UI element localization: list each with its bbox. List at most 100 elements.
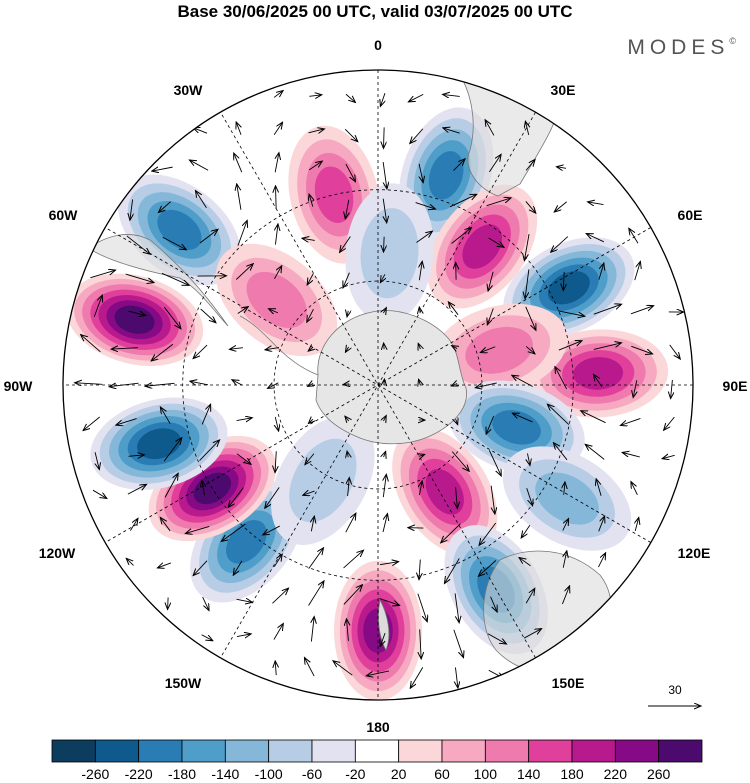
colorbar-swatch bbox=[528, 739, 573, 763]
wind-vector bbox=[309, 347, 313, 350]
wind-vector bbox=[383, 161, 387, 188]
wind-vector bbox=[623, 453, 640, 458]
wind-vector bbox=[153, 167, 173, 171]
wind-vector bbox=[588, 202, 604, 205]
wind-vector bbox=[598, 264, 604, 280]
colorbar-swatch bbox=[614, 739, 660, 763]
wind-vector bbox=[235, 264, 252, 280]
wind-vector bbox=[381, 274, 385, 281]
wind-vector bbox=[269, 309, 279, 313]
anomaly-contour bbox=[137, 428, 181, 460]
wind-vector bbox=[594, 375, 603, 387]
wind-vector bbox=[306, 453, 315, 464]
wind-vector bbox=[311, 517, 314, 532]
lon-label-180: 180 bbox=[366, 719, 390, 735]
lon-label-90w: 90W bbox=[4, 378, 34, 394]
wind-vector bbox=[490, 596, 497, 612]
wind-vector bbox=[488, 237, 504, 247]
wind-vector bbox=[445, 558, 460, 582]
wind-vector bbox=[525, 589, 534, 604]
wind-vector bbox=[444, 95, 460, 97]
lon-label-90e: 90E bbox=[723, 378, 748, 394]
wind-vector bbox=[383, 475, 386, 498]
wind-vector bbox=[347, 620, 349, 641]
wind-vector bbox=[273, 123, 282, 135]
wind-vector bbox=[452, 346, 457, 348]
wind-vector bbox=[525, 160, 534, 171]
colorbar-swatch bbox=[311, 739, 356, 763]
wind-vector bbox=[158, 563, 172, 568]
anomaly-contour bbox=[465, 326, 533, 374]
wind-vector bbox=[268, 383, 279, 388]
wind-vector bbox=[272, 589, 287, 604]
south-america-landmass bbox=[87, 234, 229, 327]
colorbar-swatch bbox=[94, 739, 140, 763]
wind-vector bbox=[237, 185, 242, 210]
wind-vector bbox=[513, 414, 533, 423]
anomaly-contour bbox=[360, 208, 419, 299]
colorbar: -260 -220 -180 -140 -100 -60 -20 20 60 100 140 180 2… bbox=[51, 739, 703, 782]
wind-vector bbox=[586, 445, 605, 460]
wind-vector bbox=[480, 522, 497, 545]
wind-vector bbox=[348, 478, 350, 497]
wind-vector bbox=[303, 238, 315, 240]
brand-name: MODES bbox=[627, 36, 730, 59]
wind-vector bbox=[92, 489, 106, 498]
wind-vector bbox=[237, 123, 242, 135]
wind-vector bbox=[453, 629, 463, 657]
anomaly-contour bbox=[547, 271, 590, 305]
wind-vector bbox=[419, 455, 424, 457]
wind-vector bbox=[346, 347, 349, 351]
wind-vector bbox=[383, 416, 385, 421]
wind-vector bbox=[663, 455, 675, 458]
wind-vector bbox=[451, 228, 471, 244]
wind-vector bbox=[276, 187, 277, 210]
wind-vector bbox=[202, 596, 209, 610]
wind-vector bbox=[525, 234, 530, 260]
wind-vector bbox=[555, 201, 567, 212]
wind-vector bbox=[237, 307, 248, 314]
anomaly-contour bbox=[535, 472, 599, 525]
wind-vector bbox=[488, 271, 494, 290]
wind-vector bbox=[409, 93, 424, 101]
anomaly-contour bbox=[428, 151, 464, 200]
wind-vector bbox=[489, 155, 500, 173]
lon-label-60e: 60E bbox=[678, 207, 703, 223]
wind-vector bbox=[417, 593, 427, 621]
wind-vector bbox=[343, 272, 350, 287]
meridian-line bbox=[220, 112, 536, 658]
wind-vector bbox=[384, 127, 385, 147]
wind-vector bbox=[449, 303, 459, 316]
anomaly-contour bbox=[246, 271, 307, 328]
wind-vector bbox=[125, 273, 153, 282]
wind-vector bbox=[527, 453, 529, 464]
wind-vector bbox=[236, 418, 252, 421]
wind-vector bbox=[344, 128, 357, 141]
wind-vector bbox=[456, 487, 458, 507]
wind-vector bbox=[95, 452, 99, 468]
wind-vector bbox=[129, 519, 137, 531]
wind-vector bbox=[631, 345, 651, 353]
wind-vector bbox=[634, 262, 640, 281]
wind-vector bbox=[234, 154, 243, 173]
wind-vector bbox=[419, 482, 422, 496]
wind-vector bbox=[451, 451, 468, 471]
wind-vector bbox=[274, 267, 281, 280]
wind-vector bbox=[127, 485, 146, 495]
wind-vector bbox=[419, 344, 421, 349]
wind-vector bbox=[152, 343, 174, 360]
wind-vector bbox=[234, 560, 243, 575]
antarctica-landmass bbox=[315, 310, 467, 445]
colorbar-swatch bbox=[51, 739, 96, 763]
wind-vector bbox=[345, 417, 348, 421]
wind-vector bbox=[416, 232, 431, 243]
wind-vector bbox=[199, 441, 219, 461]
wind-vector bbox=[126, 235, 149, 254]
wind-vector bbox=[522, 525, 531, 537]
wind-vector bbox=[130, 199, 133, 219]
wind-vector bbox=[452, 384, 457, 386]
wind-vector bbox=[513, 376, 533, 387]
wind-vector bbox=[563, 552, 566, 568]
wind-vector bbox=[629, 229, 639, 244]
colorbar-tick-label: 140 bbox=[517, 766, 541, 782]
